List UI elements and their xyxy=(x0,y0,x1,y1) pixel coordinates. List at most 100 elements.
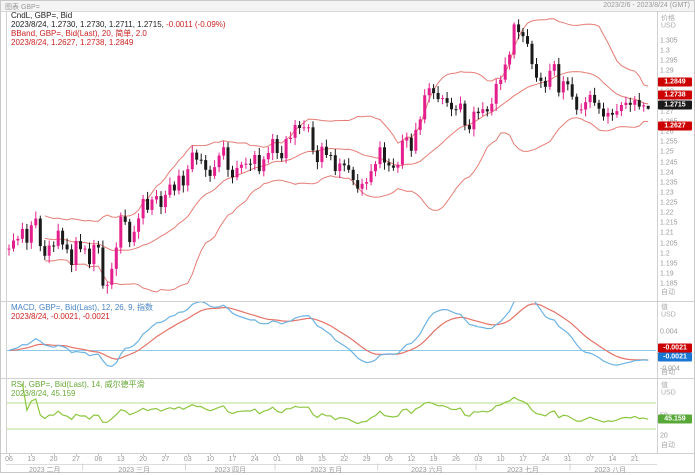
week-tick xyxy=(433,454,435,456)
month-separator: | xyxy=(81,464,84,471)
week-tick xyxy=(500,454,502,456)
month-label: 2023 八月 xyxy=(594,467,626,474)
price-axis-title[interactable]: 价格 xyxy=(661,15,675,22)
price-tick-label: 1.185 xyxy=(660,280,678,288)
macd-values: 2023/8/24, -0.0021, -0.0021 xyxy=(11,312,110,321)
price-tick-label: 1.295 xyxy=(660,57,678,65)
bollinger-upper-tag: 1.2849 xyxy=(658,77,692,87)
month-label: 2023 六月 xyxy=(411,467,443,474)
macd-line-tag: -0.0021 xyxy=(658,352,692,362)
price-axis-unit: USD xyxy=(661,22,676,30)
day-label: 17 xyxy=(519,456,527,463)
price-tick-label: 1.21 xyxy=(660,229,674,237)
price-tick-label: 1.29 xyxy=(660,67,674,75)
week-tick xyxy=(98,454,100,456)
rsi-tick-label: 20 xyxy=(660,432,668,439)
week-tick xyxy=(187,454,189,456)
month-label: 2023 四月 xyxy=(214,467,247,474)
bollinger-lower-tag: 1.2627 xyxy=(658,121,692,131)
day-label: 03 xyxy=(183,456,192,463)
month-separator: | xyxy=(184,464,187,471)
macd-axis-title[interactable]: 值 xyxy=(661,304,668,311)
macd-axis-unit: USD xyxy=(661,311,676,319)
bollinger-values: 2023/8/24, 1.2627, 1.2738, 1.2849 xyxy=(11,38,134,47)
week-tick xyxy=(76,454,77,456)
price-tick-label: 1.3 xyxy=(660,47,670,55)
day-label: 03 xyxy=(474,456,483,463)
month-separator: | xyxy=(376,464,379,471)
price-tick-label: 1.255 xyxy=(660,138,678,146)
price-tick-label: 1.195 xyxy=(660,260,678,268)
day-label: 24 xyxy=(250,456,259,463)
day-label: 05 xyxy=(384,456,393,463)
day-label: 29 xyxy=(362,456,371,463)
rsi-axis-auto-label[interactable]: 自动 xyxy=(661,442,675,449)
week-tick xyxy=(120,454,122,456)
day-label: 07 xyxy=(586,456,594,463)
week-tick xyxy=(254,454,256,456)
rsi-value-tag: 45.159 xyxy=(658,414,692,424)
rsi-axis-title[interactable]: 值 xyxy=(661,382,668,389)
week-tick xyxy=(612,454,614,456)
price-tick-label: 1.235 xyxy=(660,179,678,187)
week-tick xyxy=(299,454,301,456)
plot-left-border xyxy=(6,11,7,454)
day-label: 13 xyxy=(27,456,36,463)
week-tick xyxy=(366,454,368,456)
macd-rsi-separator[interactable] xyxy=(1,378,695,379)
price-tick-label: 1.24 xyxy=(660,169,674,177)
day-label: 31 xyxy=(563,456,572,463)
day-label: 26 xyxy=(452,456,460,463)
week-tick xyxy=(456,454,457,456)
day-label: 13 xyxy=(116,456,125,463)
month-separator: | xyxy=(569,464,571,471)
day-label: 21 xyxy=(630,456,639,463)
day-label: 08 xyxy=(295,456,304,463)
price-tick-label: 1.19 xyxy=(660,270,674,278)
main-legend: CndL, GBP=, Bid 2023/8/24, 1.2730, 1.273… xyxy=(11,11,226,47)
ohlc-values: 2023/8/24, 1.2730, 1.2730, 1.2711, 1.271… xyxy=(11,20,164,29)
week-tick xyxy=(232,454,234,456)
month-bracket-line xyxy=(6,464,657,465)
time-axis-separator xyxy=(1,453,695,454)
rsi-legend: RSI, GBP=, Bid(Last), 14, 威尔德平滑 2023/8/2… xyxy=(11,380,145,398)
bollinger-label: BBand, GBP=, Bid(Last), 20, 简单, 2.0 xyxy=(11,29,147,38)
day-label: 15 xyxy=(317,456,326,463)
price-tick-label: 1.225 xyxy=(660,199,678,207)
week-tick xyxy=(590,454,592,456)
price-tick-label: 1.245 xyxy=(660,159,678,166)
day-label: 10 xyxy=(496,456,505,463)
month-label: 2023 二月 xyxy=(29,467,61,474)
day-label: 10 xyxy=(206,456,214,463)
month-separator: | xyxy=(274,464,276,471)
month-label: 2023 七月 xyxy=(507,467,539,474)
last-price-tag: 1.2715 xyxy=(658,100,692,110)
week-tick xyxy=(165,454,167,456)
week-tick xyxy=(567,454,569,456)
main-macd-separator[interactable] xyxy=(1,301,695,302)
day-label: 14 xyxy=(608,456,617,463)
day-label: 22 xyxy=(340,456,349,463)
price-tick-label: 1.25 xyxy=(660,148,674,156)
day-label: 17 xyxy=(228,456,237,463)
chart-title: 图表 GBP= xyxy=(5,4,40,11)
month-label: 2023 五月 xyxy=(310,467,343,474)
month-label: 2023 三月 xyxy=(118,467,150,474)
price-tick-label: 1.305 xyxy=(660,37,678,45)
week-tick xyxy=(523,454,524,456)
price-axis-auto-label[interactable]: 自动 xyxy=(661,289,675,296)
price-tick-label: 1.23 xyxy=(660,189,674,197)
price-tick-label: 1.215 xyxy=(660,219,678,227)
price-tick-label: 1.205 xyxy=(660,240,678,247)
week-tick xyxy=(344,454,346,456)
price-tick-label: 1.22 xyxy=(660,209,674,217)
day-label: 06 xyxy=(94,456,103,463)
week-tick xyxy=(143,454,145,456)
price-tick-label: 1.26 xyxy=(660,128,674,136)
price-axis-border xyxy=(657,11,658,454)
week-tick xyxy=(634,454,636,456)
macd-axis-auto-label[interactable]: 自动 xyxy=(661,369,675,376)
week-tick xyxy=(411,454,413,456)
